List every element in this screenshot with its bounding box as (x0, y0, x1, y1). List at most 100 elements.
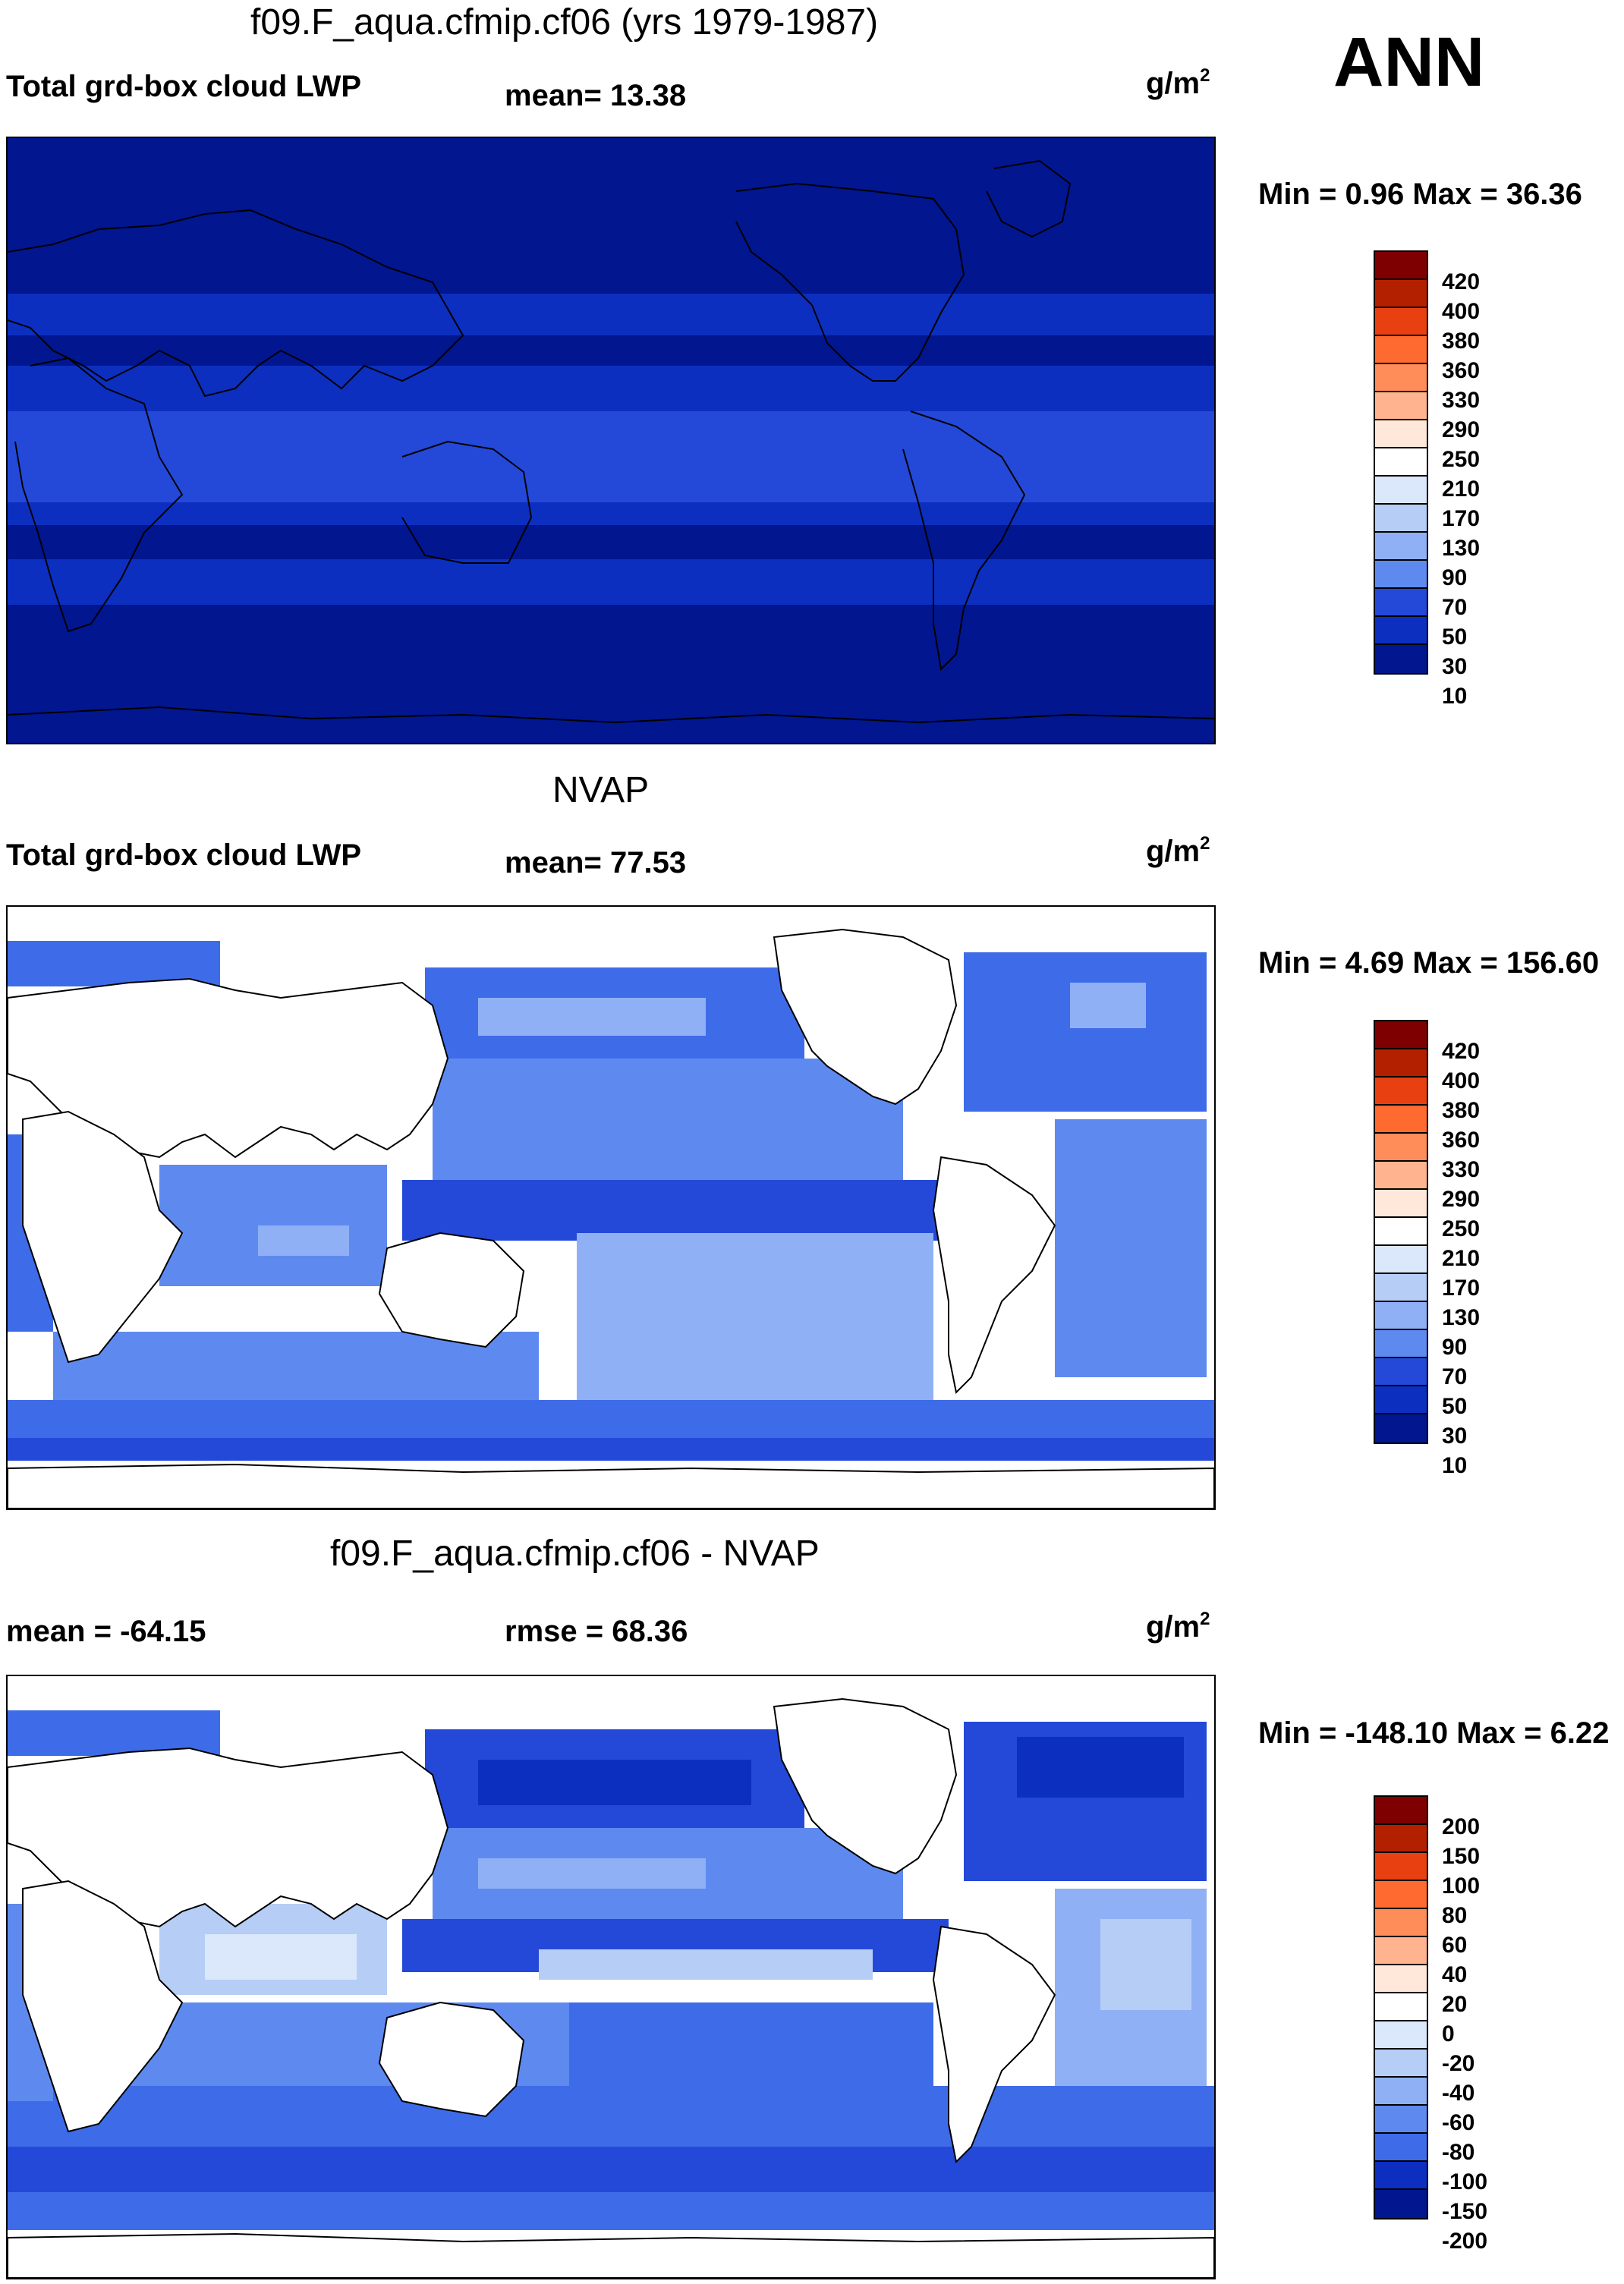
colorbar-tick-label: 380 (1442, 329, 1481, 354)
colorbar-tick-label: 210 (1442, 1246, 1481, 1271)
panel3-map (6, 1675, 1216, 2279)
colorbar-swatch (1375, 2134, 1427, 2162)
colorbar-tick-label: 330 (1442, 1157, 1481, 1182)
colorbar-tick-label: -150 (1442, 2199, 1488, 2224)
colorbar-tick-label: -80 (1442, 2140, 1475, 2165)
colorbar-tick-label: 400 (1442, 1068, 1481, 1093)
panel3-rmse: rmse = 68.36 (505, 1615, 688, 1648)
panel3-minmax: Min = -148.10 Max = 6.22 (1258, 1716, 1610, 1750)
colorbar-swatch (1375, 1274, 1427, 1302)
colorbar-tick-label: 90 (1442, 565, 1468, 590)
colorbar-tick-label: 30 (1442, 654, 1468, 679)
colorbar-tick-label: -60 (1442, 2110, 1475, 2135)
colorbar-tick-label: 380 (1442, 1098, 1481, 1123)
units-base: g/m (1146, 835, 1201, 868)
units-exponent: 2 (1200, 833, 1210, 854)
colorbar-swatch (1375, 1302, 1427, 1330)
colorbar-swatch (1375, 589, 1427, 617)
colorbar-tick-label: 60 (1442, 1933, 1468, 1958)
colorbar-swatch (1375, 2190, 1427, 2218)
colorbar-swatch (1375, 1246, 1427, 1274)
panel1-minmax: Min = 0.96 Max = 36.36 (1258, 178, 1582, 211)
land-masses (8, 928, 1214, 1509)
colorbar-tick-label: 20 (1442, 1992, 1468, 2017)
colorbar-swatch (1375, 1386, 1427, 1414)
colorbar-tick-label: 130 (1442, 536, 1481, 561)
colorbar-swatch (1375, 2050, 1427, 2078)
colorbar-tick-label: 10 (1442, 1453, 1468, 1478)
colorbar-swatch (1375, 336, 1427, 364)
colorbar-swatch (1375, 448, 1427, 477)
panel3-mean: mean = -64.15 (6, 1615, 206, 1648)
panel1-colorbar (1374, 250, 1428, 675)
panel3-colorbar (1374, 1795, 1428, 2220)
colorbar-swatch (1375, 1078, 1427, 1106)
colorbar-tick-label: 420 (1442, 1039, 1481, 1064)
colorbar-swatch (1375, 1049, 1427, 1078)
panel2-mean: mean= 77.53 (505, 846, 687, 879)
colorbar-swatch (1375, 420, 1427, 448)
colorbar-tick-label: 200 (1442, 1814, 1481, 1839)
panel2-colorbar (1374, 1020, 1428, 1444)
colorbar-swatch (1375, 477, 1427, 505)
colorbar-swatch (1375, 280, 1427, 308)
colorbar-tick-label: -40 (1442, 2081, 1475, 2106)
colorbar-tick-label: 360 (1442, 358, 1481, 383)
colorbar-tick-label: 290 (1442, 417, 1481, 442)
panel1-units: g/m2 (1146, 65, 1210, 101)
colorbar-swatch (1375, 308, 1427, 336)
colorbar-swatch (1375, 392, 1427, 420)
colorbar-swatch (1375, 1134, 1427, 1162)
colorbar-tick-label: 50 (1442, 624, 1468, 650)
colorbar-swatch (1375, 505, 1427, 533)
panel2-minmax: Min = 4.69 Max = 156.60 (1258, 946, 1600, 980)
colorbar-tick-label: 150 (1442, 1844, 1481, 1869)
units-exponent: 2 (1200, 1609, 1210, 1629)
land-masses (8, 1697, 1214, 2278)
colorbar-swatch (1375, 1190, 1427, 1218)
colorbar-swatch (1375, 2106, 1427, 2134)
colorbar-swatch (1375, 1021, 1427, 1049)
colorbar-tick-label: 330 (1442, 388, 1481, 413)
panel1-map (6, 137, 1216, 744)
colorbar-tick-label: 130 (1442, 1305, 1481, 1330)
units-base: g/m (1146, 1610, 1201, 1644)
units-base: g/m (1146, 67, 1201, 100)
panel3-title: f09.F_aqua.cfmip.cf06 - NVAP (330, 1534, 820, 1574)
colorbar-swatch (1375, 1937, 1427, 1965)
colorbar-tick-label: 80 (1442, 1903, 1468, 1928)
colorbar-swatch (1375, 1330, 1427, 1358)
colorbar-swatch (1375, 1965, 1427, 1993)
colorbar-swatch (1375, 364, 1427, 392)
panel3-units: g/m2 (1146, 1609, 1210, 1644)
colorbar-tick-label: 420 (1442, 269, 1481, 294)
colorbar-tick-label: 10 (1442, 684, 1468, 709)
panel2-field-label: Total grd-box cloud LWP (6, 838, 362, 872)
colorbar-tick-label: 100 (1442, 1873, 1481, 1899)
colorbar-tick-label: 250 (1442, 1216, 1481, 1241)
colorbar-swatch (1375, 645, 1427, 673)
colorbar-swatch (1375, 252, 1427, 280)
season-label: ANN (1333, 24, 1485, 101)
colorbar-swatch (1375, 1825, 1427, 1853)
colorbar-tick-label: 30 (1442, 1424, 1468, 1449)
colorbar-swatch (1375, 1162, 1427, 1190)
colorbar-swatch (1375, 617, 1427, 645)
panel2-map (6, 905, 1216, 1510)
panel1-title: f09.F_aqua.cfmip.cf06 (yrs 1979-1987) (250, 2, 879, 42)
panel1-mean: mean= 13.38 (505, 79, 687, 112)
colorbar-tick-label: 250 (1442, 447, 1481, 472)
colorbar-swatch (1375, 1797, 1427, 1825)
colorbar-swatch (1375, 1414, 1427, 1442)
colorbar-tick-label: 40 (1442, 1962, 1468, 1987)
colorbar-swatch (1375, 533, 1427, 561)
panel2-units: g/m2 (1146, 833, 1210, 869)
colorbar-tick-label: 360 (1442, 1128, 1481, 1153)
colorbar-tick-label: -100 (1442, 2169, 1488, 2194)
panel2-title: NVAP (552, 770, 650, 810)
colorbar-tick-label: 70 (1442, 595, 1468, 620)
colorbar-tick-label: 70 (1442, 1364, 1468, 1389)
colorbar-swatch (1375, 1881, 1427, 1909)
colorbar-swatch (1375, 1853, 1427, 1881)
colorbar-swatch (1375, 2021, 1427, 2050)
